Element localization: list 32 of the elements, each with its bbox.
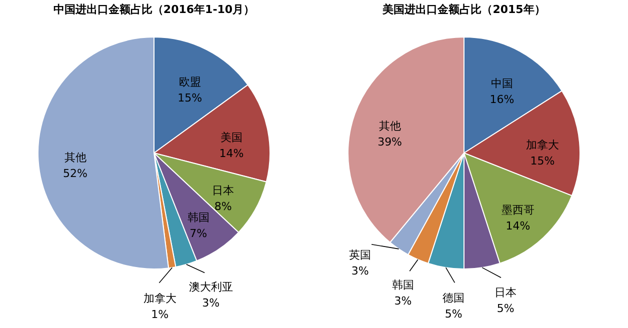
slice-label: 日本	[494, 286, 517, 299]
data-label: 3%	[202, 296, 220, 310]
slice-label: 日本	[212, 184, 234, 197]
slice-label: 加拿大	[526, 138, 560, 152]
data-label: 7%	[190, 227, 208, 240]
slice-label: 韩国	[392, 278, 414, 292]
slice-label: 韩国	[187, 211, 210, 224]
data-label: 14%	[506, 220, 530, 232]
slice-label: 其他	[64, 150, 86, 164]
data-label: 1%	[151, 308, 169, 321]
data-label: 15%	[530, 154, 555, 168]
slice-label: 加拿大	[143, 292, 176, 305]
slice-label: 澳大利亚	[188, 280, 233, 294]
chart-title: 中国进出口金额占比（2016年1-10月）	[53, 3, 255, 16]
data-label: 3%	[351, 264, 369, 278]
data-label: 5%	[444, 308, 462, 321]
data-label: 8%	[214, 200, 232, 213]
slice-label: 中国	[491, 76, 513, 90]
slice-label: 美国	[220, 131, 242, 144]
slice-label: 德国	[442, 292, 465, 305]
slice-label: 欧盟	[178, 76, 201, 89]
data-label: 16%	[490, 92, 514, 106]
data-label: 15%	[178, 92, 202, 105]
data-label: 5%	[496, 302, 514, 315]
data-label: 3%	[394, 294, 412, 308]
data-label: 14%	[219, 147, 244, 160]
slice-label: 其他	[378, 119, 401, 132]
slice-label: 英国	[349, 248, 372, 262]
data-label: 39%	[378, 135, 402, 148]
data-label: 52%	[63, 166, 88, 180]
slice-label: 墨西哥	[501, 204, 534, 216]
chart-title: 美国进出口金额占比（2015年）	[382, 3, 546, 16]
